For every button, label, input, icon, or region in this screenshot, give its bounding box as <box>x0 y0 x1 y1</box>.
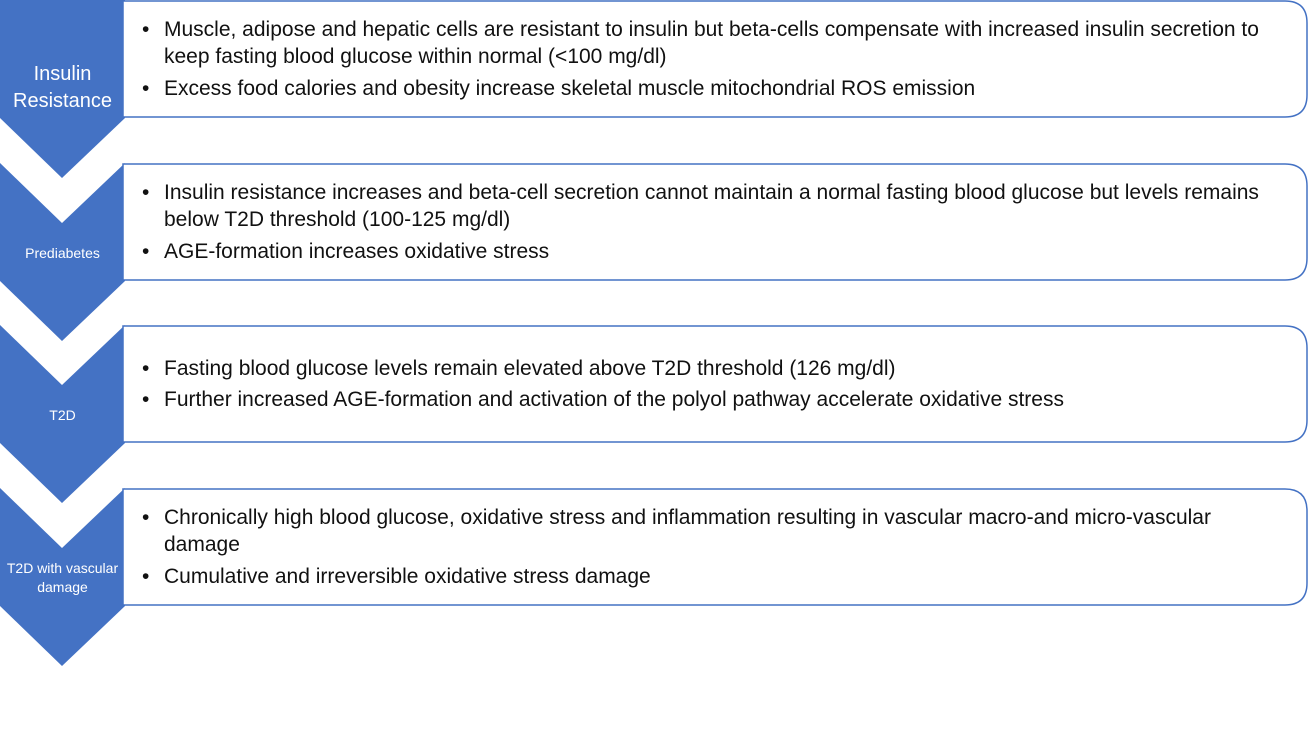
stage-label: T2D <box>49 406 76 423</box>
stage-label: Insulin Resistance <box>13 63 112 112</box>
chevron <box>0 163 125 341</box>
bullet-item: Chronically high blood glucose, oxidativ… <box>140 504 1278 559</box>
chevron <box>0 488 125 666</box>
bullet-item: Fasting blood glucose levels remain elev… <box>140 355 1278 383</box>
bullet-list: Muscle, adipose and hepatic cells are re… <box>124 1 1288 117</box>
bullet-list: Fasting blood glucose levels remain elev… <box>124 326 1288 442</box>
bullet-item: AGE-formation increases oxidative stress <box>140 238 1278 266</box>
bullet-list: Chronically high blood glucose, oxidativ… <box>124 489 1288 605</box>
bullet-list: Insulin resistance increases and beta-ce… <box>124 164 1288 280</box>
bullet-item: Excess food calories and obesity increas… <box>140 75 1278 103</box>
stage-label: Prediabetes <box>25 244 100 261</box>
bullet-item: Insulin resistance increases and beta-ce… <box>140 179 1278 234</box>
bullet-item: Further increased AGE-formation and acti… <box>140 386 1278 414</box>
chevron <box>0 0 125 178</box>
bullet-item: Cumulative and irreversible oxidative st… <box>140 563 1278 591</box>
bullet-item: Muscle, adipose and hepatic cells are re… <box>140 16 1278 71</box>
chevron <box>0 325 125 503</box>
stage-label: T2D with vascular damage <box>6 560 119 595</box>
